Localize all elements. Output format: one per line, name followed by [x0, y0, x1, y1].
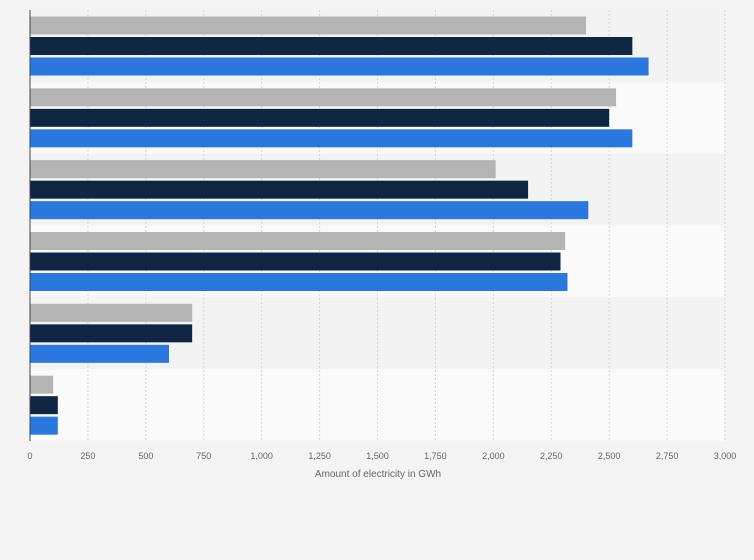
- bar: [30, 375, 54, 394]
- bar: [30, 108, 610, 127]
- bar: [30, 129, 633, 148]
- category-band: [30, 369, 725, 441]
- bar: [30, 324, 193, 343]
- bar: [30, 252, 561, 271]
- bar: [30, 201, 589, 220]
- bar: [30, 273, 568, 291]
- bar: [30, 16, 586, 35]
- bar: [30, 396, 58, 415]
- x-tick-label: 500: [138, 451, 153, 461]
- x-tick-label: 1,500: [366, 451, 389, 461]
- bars: [30, 16, 649, 435]
- x-axis-title: Amount of electricity in GWh: [315, 469, 441, 480]
- x-tick-label: 1,000: [250, 451, 273, 461]
- bar: [30, 180, 529, 199]
- x-tick-label: 1,250: [308, 451, 331, 461]
- x-tick-label: 250: [80, 451, 95, 461]
- x-tick-label: 0: [27, 451, 32, 461]
- bar: [30, 232, 566, 250]
- bar: [30, 37, 633, 55]
- bar: [30, 88, 617, 107]
- bar: [30, 344, 169, 363]
- x-tick-label: 2,750: [656, 451, 679, 461]
- bar: [30, 303, 193, 322]
- x-tick-label: 2,500: [598, 451, 621, 461]
- x-tick-labels: 0 250 500 750 1,000 1,250 1,500 1,750 2,000 2,250…: [27, 451, 736, 461]
- x-tick-label: 750: [196, 451, 211, 461]
- x-tick-label: 1,750: [424, 451, 447, 461]
- x-tick-label: 2,250: [540, 451, 563, 461]
- bar: [30, 416, 58, 435]
- bar: [30, 160, 496, 179]
- bar: [30, 57, 649, 76]
- x-tick-label: 2,000: [482, 451, 505, 461]
- x-tick-label: 3,000: [714, 451, 737, 461]
